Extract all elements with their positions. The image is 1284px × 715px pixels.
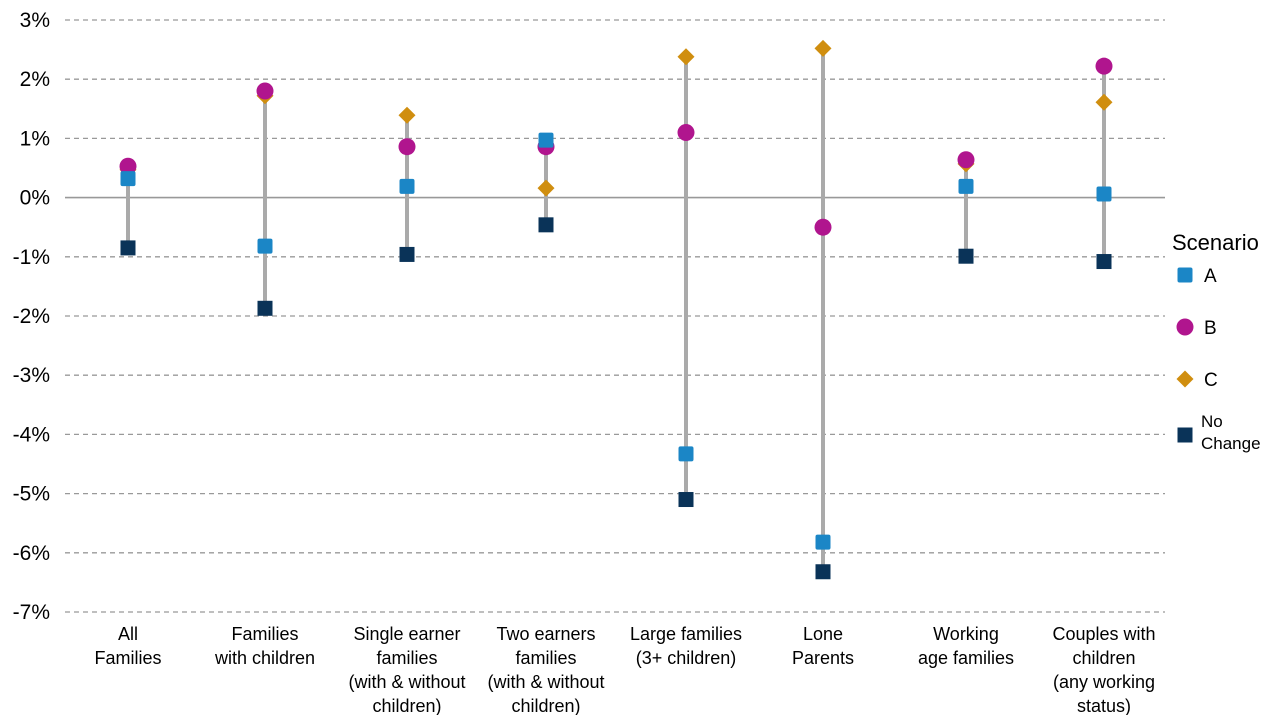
point-a <box>257 238 273 254</box>
point-no-change <box>538 217 554 233</box>
x-tick-label-line: Families <box>231 624 298 644</box>
point-c <box>814 39 832 57</box>
x-axis-tick-labels: All Families Families with children Single e… <box>94 624 1155 715</box>
legend-marker-a <box>1177 267 1193 283</box>
y-tick-label: -7% <box>13 601 50 624</box>
point-b <box>256 82 274 100</box>
x-tick-label: Working age families <box>918 624 1014 668</box>
point-b <box>814 218 832 236</box>
point-no-change <box>399 246 415 262</box>
x-tick-label-line: Couples with <box>1052 624 1155 644</box>
point-a <box>399 178 415 194</box>
x-tick-label-line: children) <box>372 696 441 715</box>
point-b <box>398 138 416 156</box>
point-no-change <box>678 492 694 508</box>
legend-title: Scenario <box>1172 230 1259 255</box>
x-tick-label-line: (3+ children) <box>636 648 737 668</box>
legend-label-line: Change <box>1201 434 1261 453</box>
legend-label-line: No <box>1201 412 1223 431</box>
point-a <box>538 132 554 148</box>
point-no-change <box>120 240 136 256</box>
x-tick-label: All Families <box>94 624 161 668</box>
x-tick-label: Couples with children (any working status) <box>1052 624 1155 715</box>
y-tick-label: -2% <box>13 305 50 328</box>
x-tick-label-line: Working <box>933 624 999 644</box>
legend-marker-c <box>1176 370 1194 388</box>
point-b <box>957 151 975 169</box>
point-no-change <box>1096 254 1112 270</box>
x-tick-label-line: (with & without <box>348 672 465 692</box>
point-c <box>1095 93 1113 111</box>
legend: Scenario A B C No Change <box>1172 230 1261 453</box>
legend-label: C <box>1204 370 1218 391</box>
x-tick-label: Large families (3+ children) <box>630 624 742 668</box>
x-tick-label: Single earner families (with & without chil… <box>348 624 465 715</box>
x-tick-label-line: All <box>118 624 138 644</box>
x-tick-label-line: Parents <box>792 648 854 668</box>
data-points <box>119 39 1113 580</box>
x-tick-label-line: age families <box>918 648 1014 668</box>
point-b <box>119 157 137 175</box>
y-tick-label: 3% <box>20 9 50 32</box>
point-a <box>678 446 694 462</box>
point-c <box>537 179 555 197</box>
y-axis-tick-labels: 3% 2% 1% 0% -1% -2% -3% -4% -5% -6% -7% <box>13 9 50 624</box>
x-tick-label-line: children) <box>511 696 580 715</box>
x-tick-label-line: families <box>515 648 576 668</box>
point-no-change <box>257 300 273 316</box>
y-tick-label: 1% <box>20 127 50 150</box>
legend-label: No Change <box>1201 412 1261 453</box>
point-a <box>958 178 974 194</box>
y-tick-label: -3% <box>13 364 50 387</box>
y-tick-label: -4% <box>13 423 50 446</box>
x-tick-label-line: Lone <box>803 624 843 644</box>
grid-lines <box>65 19 1165 613</box>
legend-marker-no-change <box>1177 427 1193 443</box>
legend-label: B <box>1204 318 1217 339</box>
x-tick-label-line: (with & without <box>487 672 604 692</box>
x-tick-label-line: families <box>376 648 437 668</box>
x-tick-label: Lone Parents <box>792 624 854 668</box>
point-b <box>677 123 695 141</box>
x-tick-label-line: status) <box>1077 696 1131 715</box>
x-tick-label: Two earners families (with & without childr… <box>487 624 604 715</box>
point-no-change <box>958 248 974 264</box>
point-a <box>815 534 831 550</box>
x-tick-label-line: Families <box>94 648 161 668</box>
point-no-change <box>815 564 831 580</box>
y-tick-label: -1% <box>13 246 50 269</box>
x-tick-label: Families with children <box>214 624 315 668</box>
y-tick-label: 0% <box>20 187 50 210</box>
y-tick-label: -5% <box>13 483 50 506</box>
y-tick-label: -6% <box>13 542 50 565</box>
point-c <box>677 48 695 66</box>
point-b <box>1095 57 1113 75</box>
x-tick-label-line: (any working <box>1053 672 1155 692</box>
y-tick-label: 2% <box>20 68 50 91</box>
x-tick-label-line: Two earners <box>496 624 595 644</box>
x-tick-label-line: Single earner <box>353 624 460 644</box>
x-tick-label-line: Large families <box>630 624 742 644</box>
point-c <box>398 106 416 124</box>
x-tick-label-line: with children <box>214 648 315 668</box>
x-tick-label-line: children <box>1072 648 1135 668</box>
legend-label: A <box>1204 266 1217 287</box>
point-a <box>1096 186 1112 202</box>
point-a <box>120 171 136 187</box>
legend-marker-b <box>1176 318 1194 336</box>
